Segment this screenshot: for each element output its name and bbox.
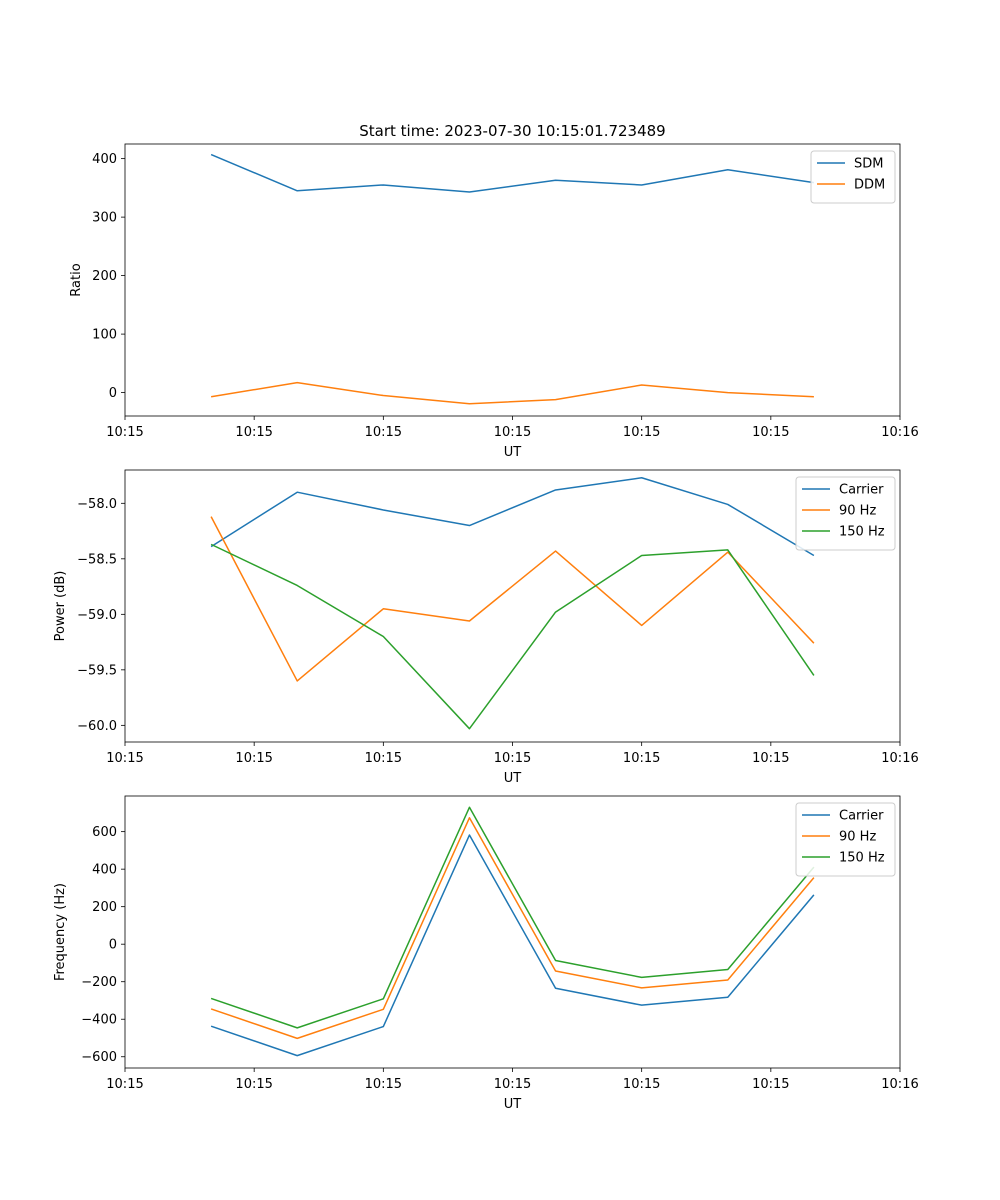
y-axis-label: Power (dB) [53, 571, 68, 642]
x-tick-label: 10:15 [365, 425, 402, 440]
x-tick-label: 10:16 [881, 425, 918, 440]
series-line-sdm [210, 153, 815, 193]
series-line-150-hz [210, 543, 815, 730]
y-tick-label: −200 [81, 975, 117, 990]
x-tick-label: 10:16 [881, 751, 918, 766]
y-tick-label: −600 [81, 1050, 117, 1065]
y-axis-label: Ratio [69, 263, 84, 296]
x-tick-label: 10:16 [881, 1077, 918, 1092]
x-axis-label: UT [504, 445, 522, 460]
series-line-ddm [210, 381, 814, 405]
y-tick-label: −400 [81, 1013, 117, 1028]
legend: SDM DDM [810, 150, 896, 204]
x-tick-label: 10:15 [235, 751, 272, 766]
y-tick-label: 300 [92, 211, 117, 226]
legend-label: SDM [854, 157, 883, 172]
x-tick-label: 10:15 [365, 1077, 402, 1092]
x-tick-label: 10:15 [235, 425, 272, 440]
y-tick-label: 400 [92, 863, 117, 878]
subplot-3: 10:15 10:15 10:15 10:15 10:15 10:15 10:16 600 40… [53, 795, 919, 1112]
x-tick-label: 10:15 [623, 425, 660, 440]
x-tick-label: 10:15 [494, 1077, 531, 1092]
legend-label: Carrier [839, 483, 884, 498]
x-tick-label: 10:15 [235, 1077, 272, 1092]
series-line-carrier [210, 834, 815, 1057]
x-tick-label: 10:15 [623, 1077, 660, 1092]
legend: Carrier 90 Hz 150 Hz [795, 802, 896, 877]
legend: Carrier 90 Hz 150 Hz [795, 476, 896, 551]
figure-title: Start time: 2023-07-30 10:15:01.723489 [359, 122, 665, 140]
x-tick-label: 10:15 [623, 751, 660, 766]
y-tick-label: −59.5 [77, 663, 117, 678]
legend-label: 90 Hz [839, 504, 876, 519]
y-tick-label: −58.5 [77, 552, 117, 567]
legend-label: 150 Hz [839, 525, 885, 540]
subplot-1: 10:15 10:15 10:15 10:15 10:15 10:15 10:16 0 100 2… [69, 143, 919, 460]
y-axis-label: Frequency (Hz) [53, 883, 68, 981]
y-tick-label: 400 [92, 152, 117, 167]
series-line-90-hz [210, 516, 815, 682]
x-tick-label: 10:15 [752, 425, 789, 440]
x-tick-label: 10:15 [106, 425, 143, 440]
series-line-carrier [210, 477, 815, 557]
x-tick-label: 10:15 [752, 751, 789, 766]
x-tick-label: 10:15 [494, 425, 531, 440]
y-tick-label: −60.0 [77, 719, 117, 734]
y-tick-label: −58.0 [77, 497, 117, 512]
y-tick-label: −59.0 [77, 608, 117, 623]
y-tick-label: 200 [92, 900, 117, 915]
x-tick-label: 10:15 [752, 1077, 789, 1092]
legend-box [810, 150, 896, 204]
series-line-150-hz [210, 806, 815, 1029]
legend-label: DDM [854, 178, 885, 193]
x-tick-label: 10:15 [365, 751, 402, 766]
y-tick-label: 600 [92, 825, 117, 840]
y-tick-label: 200 [92, 269, 117, 284]
y-tick-label: 100 [92, 328, 117, 343]
legend-label: Carrier [839, 809, 884, 824]
subplot-2: 10:15 10:15 10:15 10:15 10:15 10:15 10:16 −58.0… [53, 469, 919, 786]
x-tick-label: 10:15 [494, 751, 531, 766]
x-tick-label: 10:15 [106, 1077, 143, 1092]
y-tick-label: 0 [109, 938, 117, 953]
x-tick-label: 10:15 [106, 751, 143, 766]
legend-label: 150 Hz [839, 851, 885, 866]
series-line-90-hz [210, 817, 815, 1040]
x-axis-label: UT [504, 1097, 522, 1112]
legend-label: 90 Hz [839, 830, 876, 845]
subplots: 10:15 10:15 10:15 10:15 10:15 10:15 10:16 0 100 2… [53, 143, 919, 1112]
x-axis-label: UT [504, 771, 522, 786]
y-tick-label: 0 [109, 386, 117, 401]
